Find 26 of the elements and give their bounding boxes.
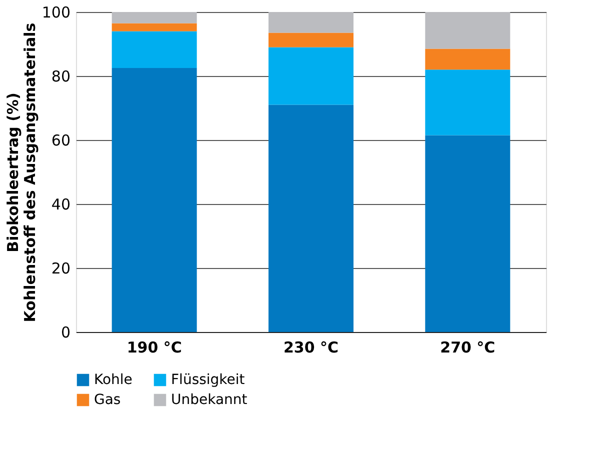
x-tick-label: 190 °C — [126, 338, 182, 356]
y-axis-title: Biokohleertrag (%) Kohlenstoff des Ausgangsmaterials — [4, 22, 39, 322]
bar — [112, 31, 197, 68]
y-tick-label: 40 — [51, 196, 70, 214]
bar — [425, 70, 510, 136]
y-tick-label: 0 — [60, 324, 70, 342]
bar — [112, 68, 197, 332]
legend-label: Gas — [94, 392, 121, 408]
bar — [112, 23, 197, 32]
bar — [112, 12, 197, 24]
legend-label: Unbekannt — [171, 392, 248, 408]
legend-label: Flüssigkeit — [171, 372, 246, 388]
y-tick-label: 20 — [51, 260, 70, 278]
x-tick-label: 230 °C — [283, 338, 339, 356]
bar — [425, 135, 510, 332]
y-tick-label: 100 — [42, 4, 70, 22]
bar — [268, 104, 354, 332]
bar — [268, 32, 354, 48]
bar — [425, 48, 510, 70]
bar — [425, 12, 510, 49]
bar — [268, 12, 354, 33]
y-tick-label: 60 — [51, 132, 70, 150]
legend-label: Kohle — [94, 372, 132, 388]
bar — [268, 47, 354, 105]
x-tick-label: 270 °C — [440, 338, 496, 356]
y-tick-label: 80 — [51, 68, 70, 86]
